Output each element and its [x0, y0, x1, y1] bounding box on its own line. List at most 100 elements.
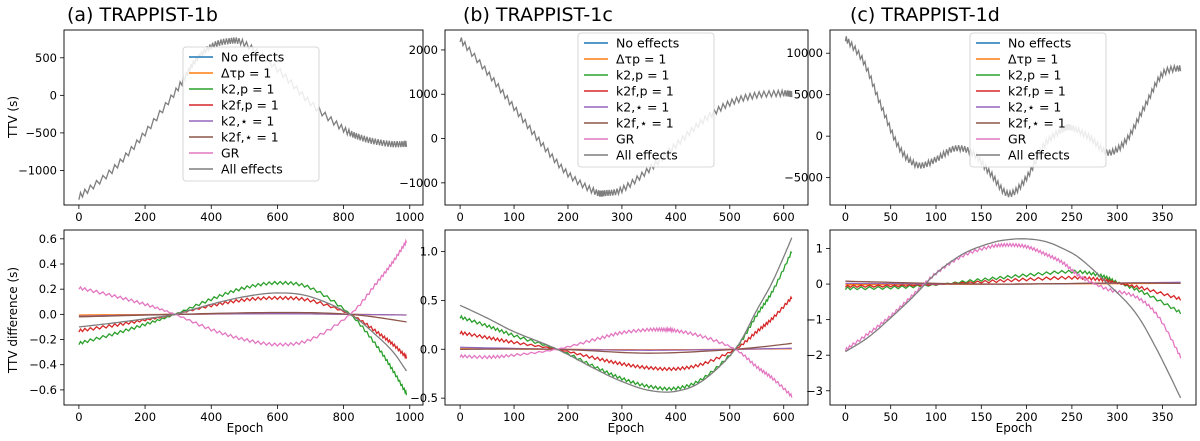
y-tick-label: 0	[431, 132, 438, 146]
series-3-k2f-p-1	[78, 295, 408, 360]
series-4-k2f-p-1	[459, 295, 793, 372]
y-tick-label: 1.0	[420, 245, 438, 259]
axes-frame	[444, 29, 809, 206]
y-tick-label: −1	[806, 313, 823, 327]
legend-label: No effects	[221, 50, 284, 65]
title-trappist-1d: (c) TRAPPIST-1d	[850, 4, 1000, 26]
x-tick-label: 200	[1016, 210, 1038, 224]
x-tick-label: 300	[611, 210, 633, 224]
series-3-k2-p-1	[78, 280, 408, 396]
legend-label: k2f,⋆ = 1	[1008, 116, 1066, 131]
x-tick-label: 150	[970, 210, 992, 224]
xlabel-epoch-1b: Epoch	[227, 421, 264, 435]
y-tick-label: 5000	[794, 88, 823, 102]
legend-label: All effects	[1008, 148, 1070, 163]
x-tick-label: 600	[266, 210, 288, 224]
legend-label: No effects	[1008, 36, 1071, 51]
x-tick-label: 100	[925, 410, 947, 424]
axes-frame	[444, 229, 809, 406]
y-tick-label: −500	[25, 126, 57, 140]
panel-0: 0 200 400 600 800 1000 −1000 −500 0 500 No effects…	[18, 29, 424, 224]
y-tick-label: −5000	[784, 171, 823, 185]
series-3-all-effects	[78, 292, 408, 372]
ylabel-ttv: TTV (s)	[6, 96, 20, 139]
y-tick-label: −1000	[399, 176, 438, 190]
x-tick-label: 600	[266, 410, 288, 424]
x-tick-label: 300	[611, 410, 633, 424]
x-tick-label: 800	[333, 410, 355, 424]
legend-label: k2f,p = 1	[616, 84, 674, 99]
y-tick-label: −0.4	[29, 358, 57, 372]
x-tick-label: 800	[333, 210, 355, 224]
legend-label: GR	[616, 132, 635, 147]
y-tick-label: −0.5	[410, 391, 438, 405]
panel-2: 0 50 100 150 200 250 300 350 −5000 0 5000 10000 No e…	[784, 29, 1197, 224]
legend-label: k2f,⋆ = 1	[616, 116, 674, 131]
y-tick-label: −3	[806, 384, 823, 398]
title-trappist-1b: (a) TRAPPIST-1b	[67, 4, 218, 26]
series-2-all-effects	[844, 36, 1182, 198]
panel-1: 0 100 200 300 400 500 600 −1000 0 1000 2000 No effe…	[399, 29, 809, 224]
series-5-k2f-1	[845, 280, 1181, 285]
series-5-k2-p-1	[844, 269, 1182, 315]
x-tick-label: 100	[503, 410, 525, 424]
y-tick-label: 2000	[409, 43, 438, 57]
legend-label: k2f,⋆ = 1	[221, 130, 279, 145]
x-tick-label: 400	[200, 410, 222, 424]
y-tick-label: 0	[816, 129, 823, 143]
legend-label: Δτp = 1	[1008, 52, 1058, 67]
panel-3: 0 200 400 600 800 1000 −0.6 −0.4 −0.2 0.0 0.2 0.4 0.…	[29, 229, 424, 424]
legend-label: k2,⋆ = 1	[1008, 100, 1061, 115]
y-tick-label: 0.4	[39, 257, 57, 271]
y-tick-label: 0.5	[420, 293, 438, 307]
x-tick-label: 0	[842, 210, 849, 224]
legend-label: k2,⋆ = 1	[616, 100, 669, 115]
y-tick-label: 10000	[786, 46, 823, 60]
series-4-gr	[459, 325, 793, 398]
x-tick-label: 1000	[395, 210, 424, 224]
series-5-all-effects	[845, 238, 1182, 399]
x-tick-label: 300	[1106, 410, 1128, 424]
y-tick-label: −0.6	[29, 383, 57, 397]
x-tick-label: 50	[883, 410, 898, 424]
x-tick-label: 350	[1152, 410, 1174, 424]
series-4-all-effects	[459, 237, 793, 393]
y-tick-label: −0.2	[29, 333, 57, 347]
x-tick-label: 350	[1152, 210, 1174, 224]
ylabel-ttv-difference: TTV difference (s)	[6, 267, 20, 374]
x-tick-label: 200	[1016, 410, 1038, 424]
x-tick-label: 0	[842, 410, 849, 424]
x-tick-label: 0	[75, 210, 82, 224]
series-0-all-effects	[78, 37, 408, 200]
x-tick-label: 200	[134, 210, 156, 224]
series-3-k2f-1	[78, 311, 407, 323]
axes-frame	[63, 29, 424, 206]
x-tick-label: 0	[75, 410, 82, 424]
x-tick-label: 400	[665, 210, 687, 224]
legend-label: All effects	[221, 162, 283, 177]
legend-label: All effects	[616, 148, 678, 163]
legend-label: k2,p = 1	[616, 68, 669, 83]
legend-label: k2f,p = 1	[1008, 84, 1066, 99]
x-tick-label: 300	[1106, 210, 1128, 224]
axes-frame	[63, 229, 424, 406]
series-4-k2-p-1	[459, 250, 793, 392]
series-5-gr	[844, 242, 1182, 359]
xlabel-epoch-1d: Epoch	[996, 421, 1033, 435]
series-5-k2f-p-1	[844, 275, 1182, 301]
legend-label: k2,p = 1	[1008, 68, 1061, 83]
xlabel-epoch-1c: Epoch	[608, 421, 645, 435]
x-tick-label: 150	[970, 410, 992, 424]
x-tick-label: 400	[200, 210, 222, 224]
y-tick-label: 0	[50, 88, 57, 102]
y-tick-label: −1000	[18, 163, 57, 177]
legend-label: k2,p = 1	[221, 82, 274, 97]
legend-label: k2f,p = 1	[221, 98, 279, 113]
x-tick-label: 100	[503, 210, 525, 224]
x-tick-label: 0	[456, 410, 463, 424]
x-tick-label: 250	[1061, 410, 1083, 424]
y-tick-label: 0.0	[420, 342, 438, 356]
